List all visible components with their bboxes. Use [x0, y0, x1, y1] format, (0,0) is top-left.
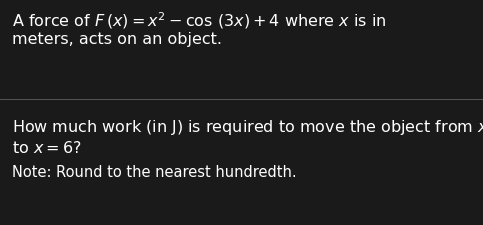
Text: A force of $\mathbf{\mathit{F}}\,(x) = x^2 - \cos\,(3x) + 4$ where $x$ is in: A force of $\mathbf{\mathit{F}}\,(x) = x…	[12, 10, 386, 31]
Text: How much work (in J) is required to move the object from $x = 2$: How much work (in J) is required to move…	[12, 117, 483, 136]
Text: meters, acts on an object.: meters, acts on an object.	[12, 32, 222, 47]
Text: to $x = 6$?: to $x = 6$?	[12, 139, 82, 155]
Text: Note: Round to the nearest hundredth.: Note: Round to the nearest hundredth.	[12, 164, 297, 179]
